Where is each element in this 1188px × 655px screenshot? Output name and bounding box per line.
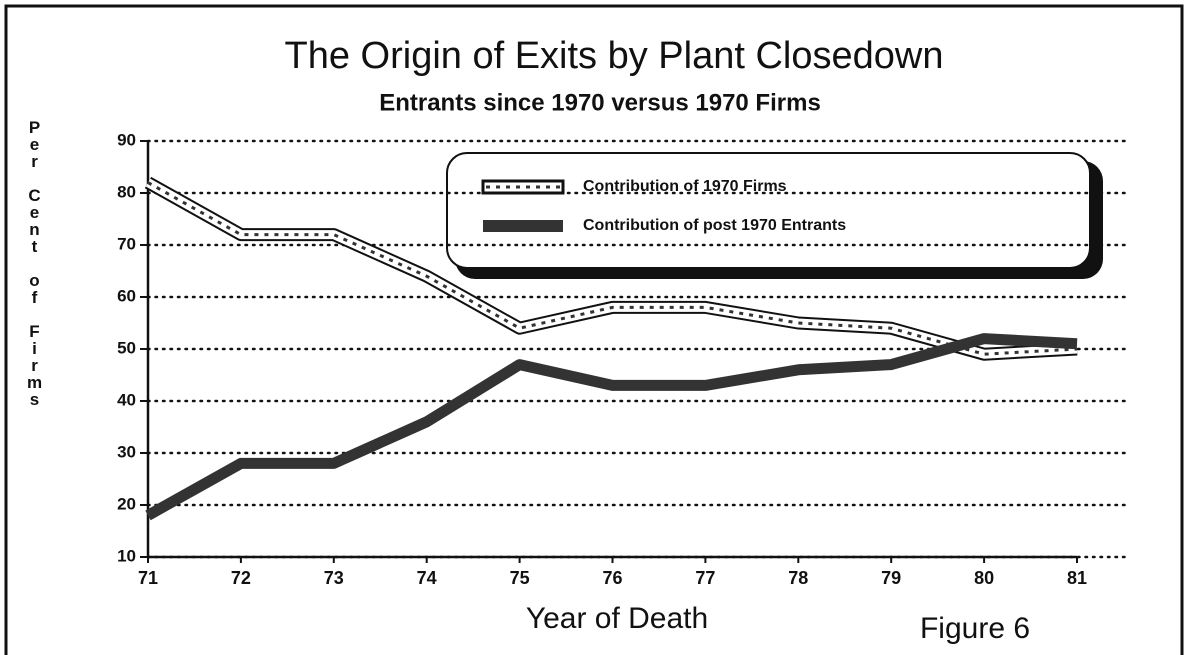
chart-title: The Origin of Exits by Plant Closedown [285, 35, 944, 77]
annotation: Figure 6 [920, 612, 1030, 645]
y-tick-label: 80 [117, 182, 136, 201]
x-tick-label: 78 [788, 568, 808, 588]
y-tick-label: 20 [117, 494, 136, 513]
y-tick-label: 70 [117, 234, 136, 253]
x-tick-label: 71 [138, 568, 158, 588]
x-tick-label: 79 [881, 568, 901, 588]
x-axis-label: Year of Death [526, 602, 708, 635]
x-tick-label: 73 [324, 568, 344, 588]
legend-swatch [481, 179, 565, 195]
x-tick-label: 72 [231, 568, 251, 588]
x-tick-label: 77 [695, 568, 715, 588]
y-tick-label: 60 [117, 286, 136, 305]
legend [446, 152, 1091, 269]
y-tick-label: 50 [117, 338, 136, 357]
y-axis-label: Per Cent of Firms [25, 118, 44, 407]
y-tick-label: 90 [117, 130, 136, 149]
legend-label: Contribution of post 1970 Entrants [583, 217, 846, 234]
y-tick-label: 10 [117, 546, 136, 565]
x-tick-label: 76 [602, 568, 622, 588]
series-hatch [147, 181, 1078, 356]
y-tick-label: 40 [117, 390, 136, 409]
x-tick-label: 74 [417, 568, 437, 588]
y-tick-label: 30 [117, 442, 136, 461]
x-tick-label: 81 [1067, 568, 1087, 588]
frame [4, 4, 1184, 655]
x-tick-label: 75 [510, 568, 530, 588]
legend-swatch [483, 220, 563, 232]
legend-label: Contribution of 1970 Firms [583, 178, 787, 195]
x-tick-label: 80 [974, 568, 994, 588]
series-line [145, 333, 1078, 521]
chart-subtitle: Entrants since 1970 versus 1970 Firms [379, 89, 821, 116]
